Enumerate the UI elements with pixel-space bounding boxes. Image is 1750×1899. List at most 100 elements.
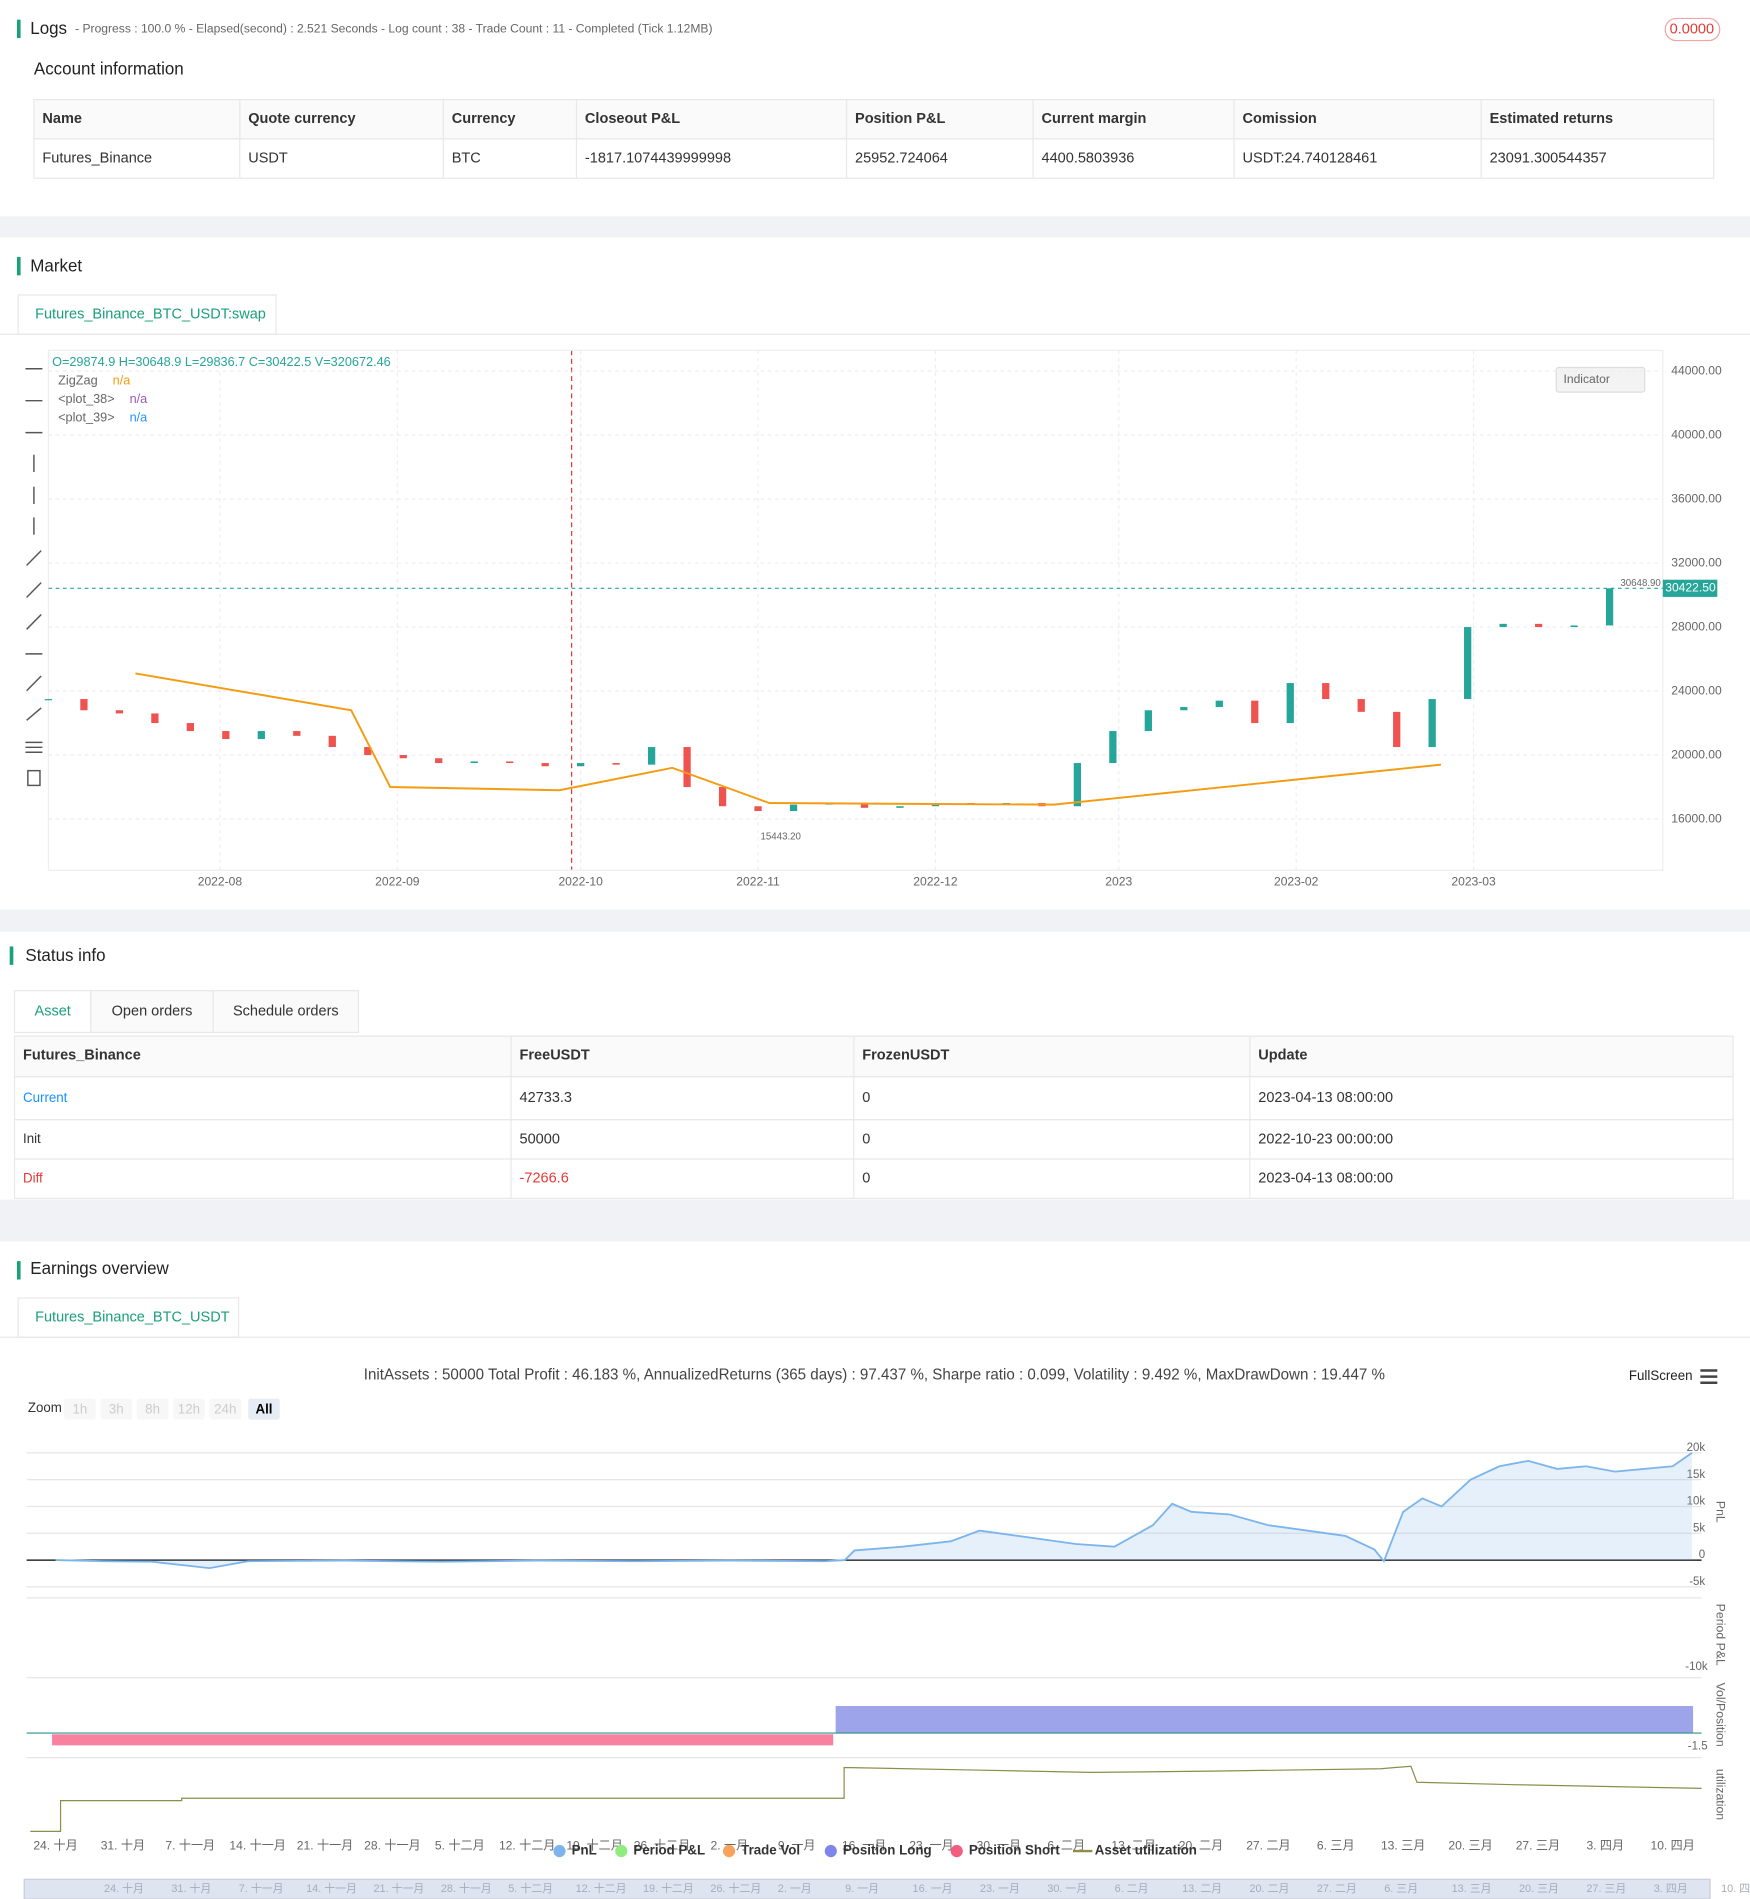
tab-label[interactable]: Open orders: [112, 1003, 193, 1019]
zoom-label[interactable]: All: [256, 1401, 273, 1416]
navigator[interactable]: [23, 1878, 1711, 1899]
candle: [222, 731, 230, 740]
zoom-label[interactable]: 8h: [145, 1401, 160, 1416]
zoom-button[interactable]: [136, 1398, 169, 1420]
header-cell: Currency: [452, 111, 517, 127]
legend-label[interactable]: PnL: [572, 1843, 597, 1858]
candle: [1286, 683, 1294, 724]
nav-label: 23. 一月: [980, 1883, 1020, 1895]
zoom-label[interactable]: 24h: [214, 1401, 236, 1416]
candle: [1393, 711, 1401, 748]
panel-title: Period P&L: [1714, 1604, 1728, 1666]
x-tick-label: 3. 四月: [1586, 1838, 1624, 1852]
header-cell: Closeout P&L: [585, 111, 680, 127]
legend-symbol[interactable]: [615, 1844, 628, 1858]
tab[interactable]: [90, 990, 214, 1034]
legend-value: n/a: [113, 372, 132, 387]
legend-symbol[interactable]: [723, 1844, 736, 1858]
candle: [612, 763, 620, 765]
zoom-label[interactable]: 3h: [109, 1401, 124, 1416]
cell: 2022-10-23 00:00:00: [1258, 1131, 1393, 1147]
y-tick-label: 16000.00: [1671, 811, 1722, 825]
last-price-box: [1662, 579, 1718, 597]
cell: -1817.1074439999998: [585, 150, 731, 166]
x-tick-label: 20. 三月: [1448, 1838, 1492, 1852]
x-tick-label: 6. 二月: [1047, 1838, 1085, 1852]
legend-label[interactable]: Position Short: [969, 1843, 1060, 1858]
legend-name: <plot_39>: [58, 409, 115, 424]
cell: 23091.300544357: [1490, 150, 1607, 166]
candle: [1073, 763, 1082, 807]
legend-label[interactable]: Asset utilization: [1095, 1843, 1197, 1858]
candle: [1357, 699, 1365, 712]
legend-symbol[interactable]: [824, 1844, 837, 1858]
tab[interactable]: [13, 990, 92, 1034]
last-price-label: 30422.50: [1665, 580, 1716, 594]
earnings-tab-text[interactable]: Futures_Binance_BTC_USDT: [35, 1309, 230, 1325]
candle: [1605, 588, 1614, 626]
header-cell: Quote currency: [248, 111, 356, 127]
candle: [860, 803, 869, 808]
tab-label[interactable]: Asset: [35, 1003, 71, 1019]
legend-symbol[interactable]: [950, 1844, 963, 1858]
table-row: [33, 138, 1715, 179]
legend-label[interactable]: Position Long: [843, 1843, 932, 1858]
tab[interactable]: [212, 990, 360, 1034]
legend-symbol[interactable]: [553, 1844, 566, 1858]
x-tick-label: 20. 二月: [1179, 1838, 1223, 1852]
plot-frame: [47, 349, 1664, 871]
header-cell: Name: [42, 111, 82, 127]
candle: [115, 710, 124, 714]
y-tick-label: 15k: [1687, 1469, 1706, 1481]
candle: [1570, 625, 1578, 628]
zoom-label[interactable]: 12h: [178, 1401, 200, 1416]
legend-label[interactable]: Trade Vol: [741, 1843, 800, 1858]
cell: -7266.6: [520, 1171, 569, 1187]
nav-label: 12. 十二月: [576, 1881, 627, 1895]
candle: [257, 731, 265, 740]
tab-label[interactable]: Schedule orders: [233, 1003, 339, 1019]
zoom-button[interactable]: [209, 1398, 242, 1420]
logs-progress: - Progress : 100.0 % - Elapsed(second) :…: [75, 22, 712, 36]
y-tick-label: 44000.00: [1671, 363, 1722, 377]
fullscreen[interactable]: FullScreen: [1629, 1368, 1693, 1383]
header-cell: Comission: [1243, 111, 1317, 127]
x-tick-label: 2022-08: [198, 875, 243, 889]
market-tab[interactable]: [17, 294, 277, 335]
accent: [16, 256, 21, 276]
indicator-button[interactable]: [1555, 366, 1646, 393]
zoom-button[interactable]: [248, 1398, 280, 1420]
accent: [16, 1261, 21, 1280]
legend-value: n/a: [130, 409, 149, 424]
y-tick-label: -10k: [1685, 1661, 1708, 1673]
zoom-button[interactable]: [173, 1398, 205, 1420]
x-tick-label: 2022-09: [375, 875, 420, 889]
zoom-button[interactable]: [100, 1398, 133, 1420]
header-cell: Position P&L: [855, 111, 945, 127]
market-tab-text[interactable]: Futures_Binance_BTC_USDT:swap: [35, 306, 266, 322]
header-cell: FrozenUSDT: [862, 1048, 949, 1064]
candle: [1180, 707, 1188, 711]
zoom-label[interactable]: 1h: [73, 1401, 88, 1416]
nav-label: 20. 三月: [1519, 1883, 1559, 1895]
account-title: Account information: [34, 59, 184, 78]
y-tick-label: 0: [1699, 1549, 1705, 1561]
zoom-button[interactable]: [64, 1398, 96, 1420]
high-label: 30648.90: [1620, 578, 1661, 589]
header-cell: Update: [1258, 1048, 1307, 1064]
indicator-text[interactable]: Indicator: [1563, 372, 1609, 386]
cell: Diff: [23, 1170, 43, 1185]
x-tick-label: 7. 十一月: [165, 1838, 215, 1852]
market-panel: [0, 237, 1750, 910]
cell: USDT:24.740128461: [1243, 150, 1378, 166]
legend-label[interactable]: Period P&L: [633, 1843, 705, 1858]
nav-label: 6. 三月: [1384, 1883, 1418, 1895]
menu-icon[interactable]: [1700, 1369, 1718, 1384]
candle: [789, 804, 798, 812]
nav-label: 24. 十月: [104, 1881, 144, 1895]
toolbar: [25, 368, 43, 787]
x-tick-label: 2023: [1105, 875, 1132, 889]
candle: [683, 747, 691, 788]
candle: [1215, 700, 1223, 708]
